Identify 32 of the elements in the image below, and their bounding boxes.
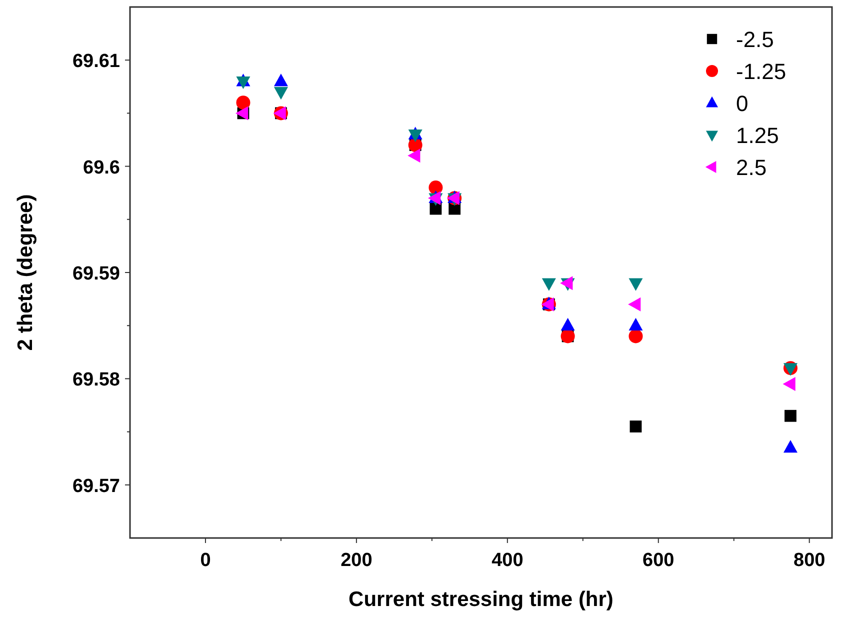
point	[542, 278, 556, 291]
x-tick-label: 400	[492, 550, 524, 571]
point	[428, 180, 443, 195]
point	[446, 191, 460, 206]
legend-label: -2.5	[736, 27, 774, 52]
legend-label: 2.5	[736, 155, 767, 180]
x-axis-title: Current stressing time (hr)	[348, 588, 614, 611]
y-tick-label: 69.57	[72, 476, 120, 497]
x-tick-label: 200	[340, 550, 372, 571]
point	[236, 76, 250, 90]
point	[408, 148, 420, 163]
point	[630, 420, 642, 432]
point	[628, 297, 641, 312]
y-tick-label: 69.6	[83, 157, 120, 178]
point	[408, 130, 422, 142]
point	[274, 87, 288, 100]
point	[783, 440, 798, 453]
x-tick-label: 0	[200, 550, 211, 571]
point	[628, 278, 643, 291]
legend-label: 0	[736, 91, 748, 116]
y-tick-label: 69.61	[72, 51, 120, 72]
legend-label: 1.25	[736, 123, 779, 148]
y-tick-label: 69.59	[72, 264, 120, 284]
point	[782, 377, 796, 392]
point	[784, 410, 796, 422]
y-axis-title: 2 theta (degree)	[14, 194, 37, 351]
x-tick-label: 600	[642, 550, 674, 571]
point	[236, 96, 250, 110]
legend-label: -1.25	[736, 59, 786, 84]
y-tick-label: 69.58	[72, 370, 120, 391]
point	[628, 329, 643, 344]
x-tick-label: 800	[794, 550, 826, 571]
